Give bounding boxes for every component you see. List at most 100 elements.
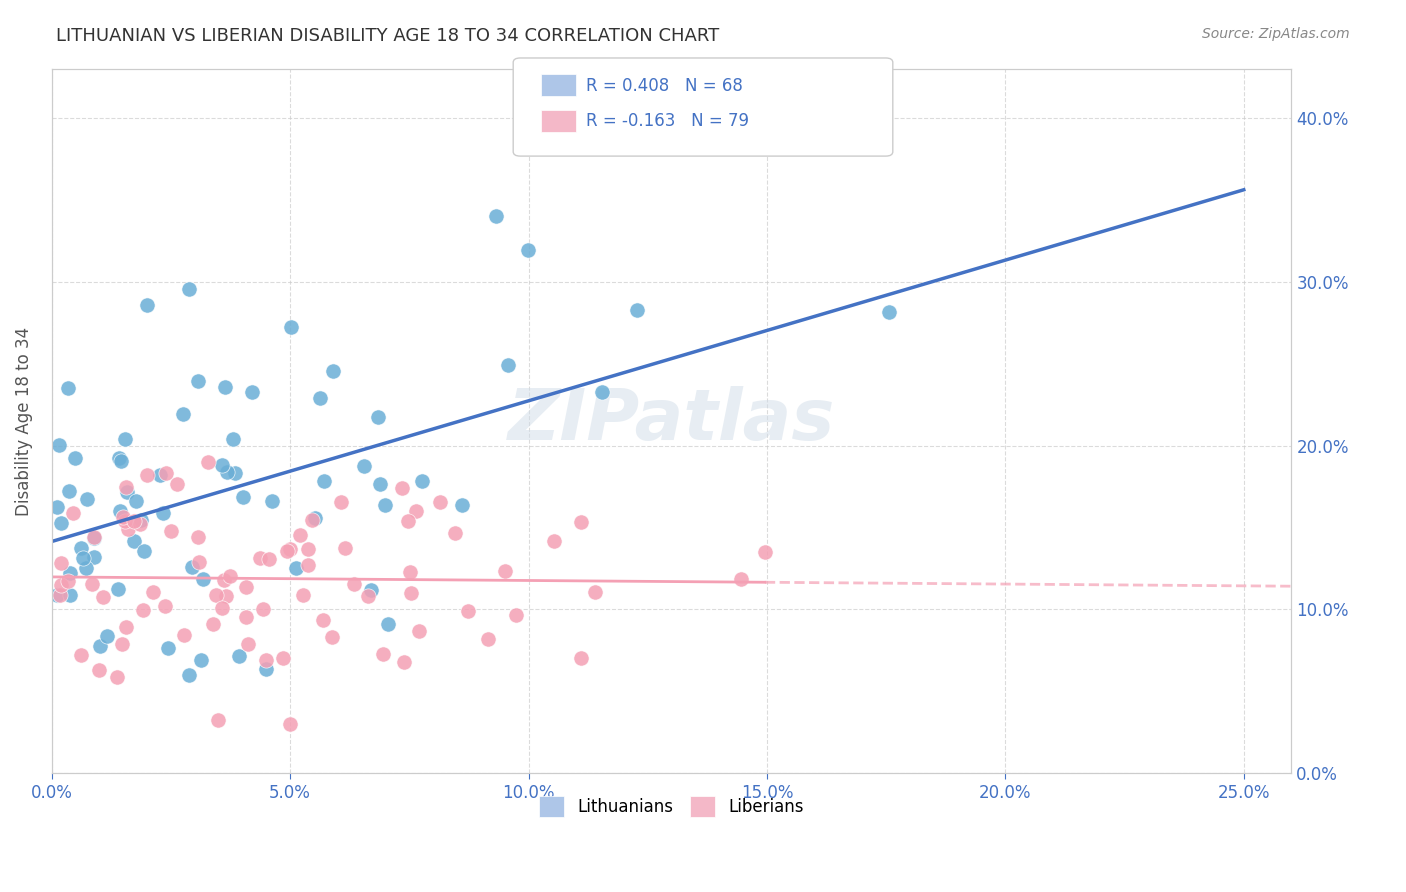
Point xyxy=(205,588,228,602)
Point xyxy=(312,614,335,628)
Point xyxy=(297,558,319,573)
Point xyxy=(583,585,606,599)
Point xyxy=(221,432,243,446)
Point xyxy=(115,485,138,500)
Point xyxy=(367,409,389,424)
Point xyxy=(235,580,257,594)
Point xyxy=(543,533,565,548)
Point xyxy=(141,584,163,599)
Point xyxy=(224,466,246,480)
Point xyxy=(115,480,138,494)
Point xyxy=(107,451,129,466)
Point xyxy=(75,561,97,575)
Point xyxy=(374,498,396,512)
Point xyxy=(114,432,136,446)
Point xyxy=(429,495,451,509)
Point xyxy=(399,565,422,579)
Point xyxy=(373,647,395,661)
Y-axis label: Disability Age 18 to 34: Disability Age 18 to 34 xyxy=(15,326,32,516)
Point xyxy=(304,511,326,525)
Point xyxy=(129,513,152,527)
Point xyxy=(83,531,105,545)
Point xyxy=(457,604,479,618)
Point xyxy=(83,549,105,564)
Point xyxy=(297,541,319,556)
Point xyxy=(262,494,284,508)
Point xyxy=(569,650,592,665)
Point xyxy=(70,648,93,662)
Point xyxy=(343,577,366,591)
Point xyxy=(335,541,357,555)
Point xyxy=(276,544,298,558)
Point xyxy=(280,320,302,334)
Point xyxy=(59,588,82,602)
Legend: Lithuanians, Liberians: Lithuanians, Liberians xyxy=(531,788,813,825)
Point xyxy=(278,717,301,731)
Point xyxy=(177,282,200,296)
Point xyxy=(155,599,177,614)
Point xyxy=(322,363,344,377)
Point xyxy=(252,602,274,616)
Point xyxy=(160,524,183,539)
Point xyxy=(49,578,72,592)
Point xyxy=(238,637,260,651)
Point xyxy=(105,670,128,684)
Point xyxy=(63,451,86,466)
Point xyxy=(505,608,527,623)
Point xyxy=(401,586,423,600)
Point xyxy=(353,459,375,474)
Point xyxy=(156,640,179,655)
Text: ZIPatlas: ZIPatlas xyxy=(508,386,835,456)
Point xyxy=(391,481,413,495)
Point xyxy=(197,455,219,469)
Point xyxy=(360,582,382,597)
Point xyxy=(485,209,508,223)
Point xyxy=(76,492,98,507)
Point xyxy=(411,475,433,489)
Text: Source: ZipAtlas.com: Source: ZipAtlas.com xyxy=(1202,27,1350,41)
Point xyxy=(271,651,294,665)
Point xyxy=(405,504,427,518)
Point xyxy=(314,474,336,488)
Point xyxy=(49,588,72,602)
Point xyxy=(49,556,72,570)
Point xyxy=(754,545,776,559)
Point xyxy=(82,576,104,591)
Point xyxy=(155,466,177,480)
Point xyxy=(114,514,136,528)
Point xyxy=(72,551,94,566)
Point xyxy=(330,495,353,509)
Point xyxy=(96,629,118,643)
Point xyxy=(136,467,159,482)
Point xyxy=(117,522,139,536)
Point xyxy=(214,380,236,394)
Point xyxy=(177,668,200,682)
Point xyxy=(202,616,225,631)
Point xyxy=(444,526,467,541)
Point xyxy=(569,515,592,529)
Point xyxy=(240,384,263,399)
Point xyxy=(172,407,194,421)
Text: LITHUANIAN VS LIBERIAN DISABILITY AGE 18 TO 34 CORRELATION CHART: LITHUANIAN VS LIBERIAN DISABILITY AGE 18… xyxy=(56,27,720,45)
Point xyxy=(879,304,901,318)
Point xyxy=(107,582,129,596)
Point xyxy=(187,530,209,544)
Point xyxy=(284,560,307,574)
Point xyxy=(368,477,391,491)
Point xyxy=(308,391,330,405)
Point xyxy=(626,303,648,318)
Point xyxy=(132,602,155,616)
Point xyxy=(212,573,235,587)
Point xyxy=(110,454,132,468)
Point xyxy=(188,555,211,569)
Point xyxy=(228,648,250,663)
Point xyxy=(321,630,343,644)
Point xyxy=(235,610,257,624)
Point xyxy=(396,514,419,528)
Point xyxy=(254,662,277,676)
Point xyxy=(129,516,152,531)
Point xyxy=(58,574,80,589)
Point xyxy=(211,601,233,615)
Point xyxy=(357,589,380,603)
Point xyxy=(392,655,415,669)
